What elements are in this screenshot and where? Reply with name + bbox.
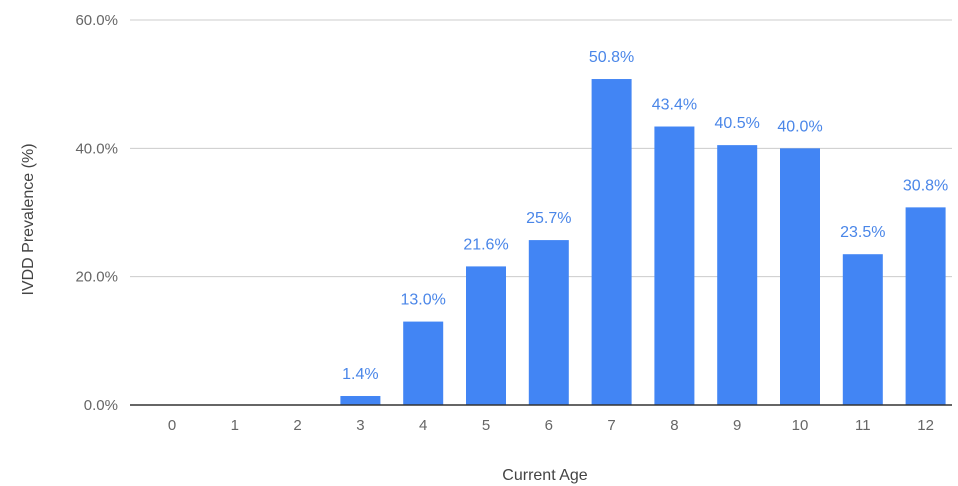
x-tick-label-7: 7 [607,417,615,434]
x-tick-label-4: 4 [419,417,427,434]
x-tick-label-0: 0 [168,417,176,434]
x-axis-tick-labels: 0 1 2 3 4 5 6 7 8 9 10 11 12 [168,417,934,434]
x-tick-label-12: 12 [917,417,934,434]
x-tick-label-2: 2 [293,417,301,434]
y-axis-tick-labels: 0.0% 20.0% 40.0% 60.0% [75,12,118,414]
x-tick-label-9: 9 [733,417,741,434]
data-label-5: 21.6% [463,236,508,253]
y-tick-label: 40.0% [75,140,118,157]
bar-10 [780,148,820,406]
data-label-10: 40.0% [777,118,822,135]
y-axis-title: IVDD Prevalence (%) [20,143,37,295]
y-tick-label: 20.0% [75,269,118,286]
data-labels: 1.4% 13.0% 21.6% 25.7% 50.8% 43.4% 40.5% 40.0% 2… [342,49,948,383]
x-tick-label-11: 11 [855,417,871,434]
bar-5 [466,266,506,405]
data-label-11: 23.5% [840,224,885,241]
y-tick-label: 60.0% [75,12,118,29]
x-tick-label-3: 3 [356,417,364,434]
bar-12 [905,207,946,405]
data-label-4: 13.0% [401,292,446,309]
data-label-3: 1.4% [342,366,378,383]
y-tick-label: 0.0% [84,397,118,414]
bar-8 [654,126,695,406]
x-tick-label-1: 1 [231,417,239,434]
bar-6 [528,240,569,405]
x-axis-title: Current Age [502,467,587,484]
x-tick-label-10: 10 [792,417,809,434]
gridlines [130,19,952,278]
bar-4 [403,321,444,405]
bars [340,79,946,406]
bar-7 [591,79,632,406]
data-label-8: 43.4% [652,97,697,114]
x-tick-label-8: 8 [670,417,678,434]
data-label-9: 40.5% [715,115,760,132]
x-tick-label-6: 6 [545,417,553,434]
data-label-7: 50.8% [589,49,634,66]
bar-3 [340,396,381,405]
data-label-12: 30.8% [903,177,948,194]
bar-11 [842,254,883,405]
bar-9 [717,145,758,405]
x-tick-label-5: 5 [482,417,490,434]
data-label-6: 25.7% [526,210,571,227]
